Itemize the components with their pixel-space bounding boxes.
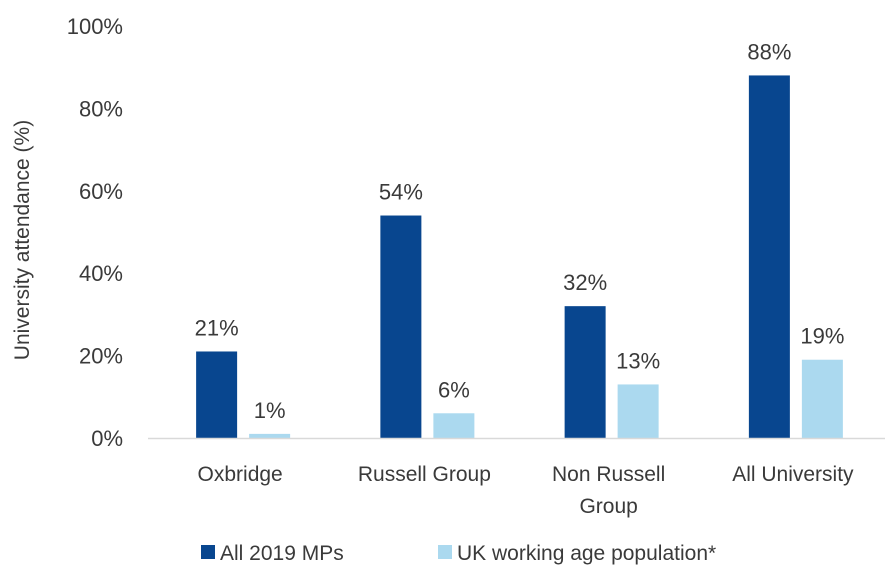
y-tick-label: 20%: [79, 344, 123, 369]
category-label: Russell Group: [358, 463, 491, 486]
legend-swatch: [201, 545, 215, 559]
data-labels: 21% 54% 32% 88% 1% 6% 13% 19%: [195, 39, 845, 422]
legend-label: UK working age population*: [457, 542, 716, 565]
category-label: All University: [732, 463, 854, 486]
y-axis-title: University attendance (%): [11, 120, 34, 360]
bars: [196, 75, 843, 438]
category-label: Oxbridge: [198, 463, 283, 486]
bar: [801, 359, 843, 438]
bar: [564, 306, 606, 438]
category-label: Non Russell Group: [552, 463, 665, 518]
y-tick-label: 40%: [79, 261, 123, 286]
category-labels: Oxbridge Russell Group Non Russell Group All…: [198, 463, 855, 518]
y-tick-label: 80%: [79, 96, 123, 121]
data-label: 32%: [563, 270, 607, 295]
y-axis-ticks: 0% 20% 40% 60% 80% 100%: [67, 14, 123, 451]
legend: All 2019 MPs UK working age population*: [201, 542, 716, 565]
data-label: 88%: [747, 39, 791, 64]
data-label: 13%: [616, 348, 660, 373]
y-tick-label: 0%: [91, 426, 123, 451]
data-label: 54%: [379, 180, 423, 205]
bar: [617, 384, 659, 438]
bar: [249, 433, 291, 438]
bar: [196, 351, 238, 438]
legend-label: All 2019 MPs: [220, 542, 344, 565]
bar: [380, 215, 422, 438]
legend-swatch: [438, 545, 452, 559]
data-label: 19%: [800, 324, 844, 349]
y-tick-label: 60%: [79, 179, 123, 204]
bar: [433, 413, 475, 438]
data-label: 1%: [254, 398, 286, 423]
data-label: 6%: [438, 377, 470, 402]
bar: [748, 75, 790, 438]
data-label: 21%: [195, 315, 239, 340]
y-tick-label: 100%: [67, 14, 123, 39]
